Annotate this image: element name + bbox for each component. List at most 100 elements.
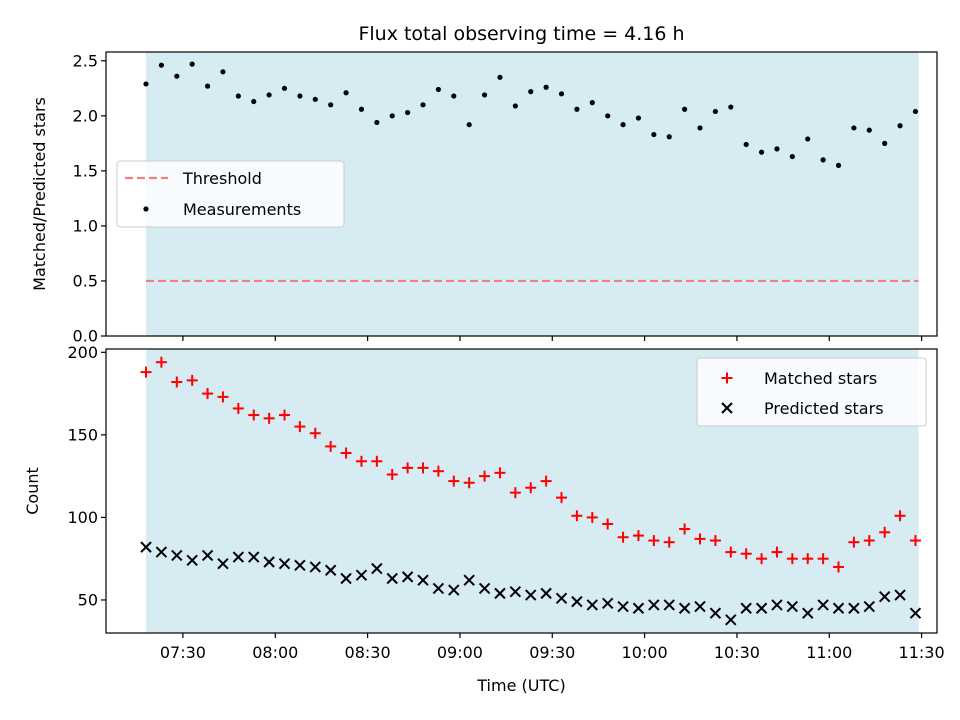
measurement-point [820,157,826,163]
matched-star-point [371,455,383,467]
predicted-star-point [263,556,275,568]
matched-star-point [448,475,460,487]
matched-star-point [417,462,429,474]
x-axis-label: Time (UTC) [476,676,565,695]
measurement-point [220,69,226,75]
matched-star-point [494,467,506,479]
top-legend-box [116,160,345,228]
predicted-star-point [802,607,814,619]
top-y-tick-label: 2.0 [73,106,98,125]
matched-star-point [909,535,921,547]
measurement-point [481,92,488,98]
x-tick-label: 10:00 [622,643,668,662]
predicted-star-point [494,587,506,600]
predicted-star-point [201,549,214,562]
predicted-star-point [740,602,752,614]
predicted-star-point [555,592,568,605]
x-tick-label: 10:30 [714,643,760,662]
predicted-star-point [463,574,475,586]
predicted-star-point [509,586,522,598]
bottom-y-tick-label: 100 [67,508,98,527]
measurement-point [574,106,580,112]
matched-star-point [355,455,367,467]
bottom-legend: Matched stars Predicted stars [696,357,927,427]
predicted-star-point [725,614,737,626]
measurement-point [728,104,734,110]
matched-star-point [263,412,275,424]
predicted-star-point [294,559,306,572]
matched-star-point [740,548,752,560]
measurement-point [851,125,857,131]
predicted-star-point [586,599,598,611]
matched-star-point [771,546,783,558]
measurement-point [558,91,565,97]
measurement-point [143,81,149,87]
matched-star-point [340,447,352,459]
predicted-star-point [309,561,321,573]
predicted-star-point [371,562,383,575]
matched-star-point [479,470,491,482]
x-tick-label: 11:00 [806,643,852,662]
matched-star-point [694,533,706,545]
measurement-point [605,113,611,119]
measurement-point [789,153,795,160]
predicted-star-point [786,600,799,613]
top-y-tick-label: 1.0 [73,216,98,235]
matched-star-point [432,465,444,477]
measurement-point [512,103,518,109]
bottom-y-tick-label: 150 [67,425,98,444]
predicted-star-point [417,574,429,586]
predicted-star-point [155,546,168,558]
top-legend: Threshold Measurements [116,160,345,228]
measurement-point [805,136,811,142]
matched-star-point [617,531,629,543]
matched-star-point [140,366,152,378]
predicted-star-point [540,587,552,600]
bottom-legend-box [696,357,927,427]
measurement-point [266,92,272,98]
measurement-point [420,102,426,108]
measurement-point [466,122,472,128]
predicted-star-point [217,557,229,570]
measurement-point [451,93,457,99]
measurement-point [435,86,441,93]
matched-star-point [155,356,167,368]
measurement-point [543,84,549,90]
measurement-point [358,106,365,112]
predicted-star-point [601,597,614,609]
matched-star-point [279,409,291,421]
measurement-point [897,123,903,129]
predicted-star-point [771,599,783,611]
predicted-star-point [448,584,460,596]
predicted-star-point [894,589,906,601]
matched-star-point [709,535,721,547]
measurement-point [281,85,288,91]
measurement-point [866,127,872,133]
measurement-point [235,93,241,99]
predicted-star-point [171,549,183,562]
predicted-star-point [848,602,860,614]
measurement-point [712,108,719,115]
top-y-axis-label: Matched/Predicted stars [30,97,49,291]
predicted-star-point [832,602,845,614]
matched-star-point [894,510,906,522]
matched-star-point [602,518,614,530]
predicted-star-point [248,551,260,563]
predicted-star-point [709,607,722,619]
predicted-star-point [432,582,445,595]
measurement-point [158,62,164,68]
predicted-star-point [648,599,660,611]
measurement-point [497,74,503,80]
measurement-point [297,93,303,99]
x-tick-label: 07:30 [160,643,206,662]
measurement-point [389,113,395,119]
predicted-star-point [140,541,152,553]
matched-star-point [632,530,644,542]
measurement-point [635,115,642,121]
matched-star-point [202,388,214,400]
predicted-star-point [525,589,537,601]
x-tick-label: 11:30 [899,643,945,662]
matched-star-point [525,482,537,494]
measurement-point [189,61,195,67]
